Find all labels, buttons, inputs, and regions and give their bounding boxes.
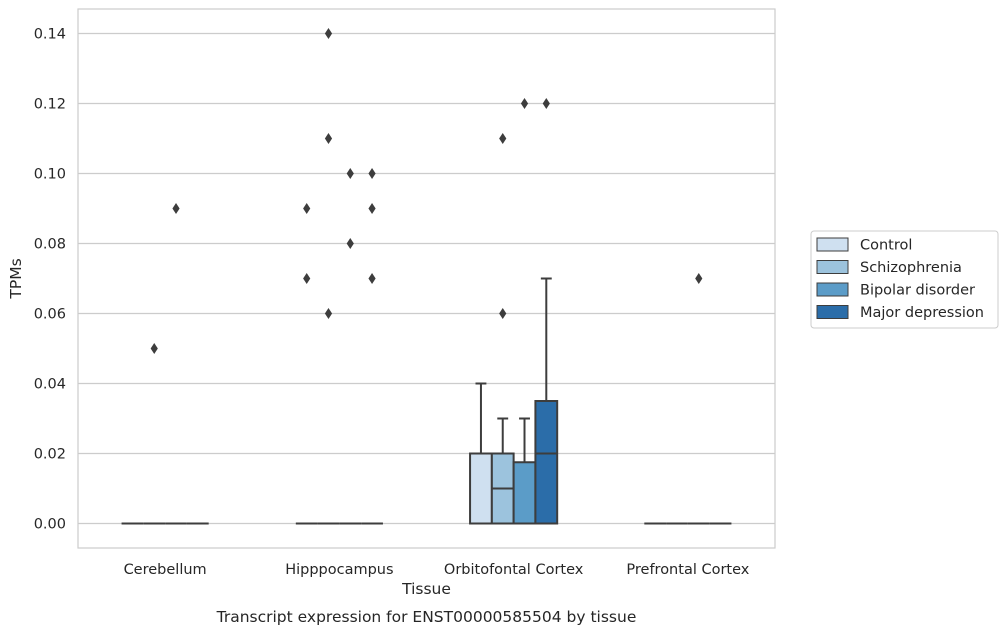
box-iqr — [469, 452, 493, 525]
outlier-point — [542, 98, 550, 109]
legend-label: Schizophrenia — [860, 260, 962, 276]
box — [317, 28, 340, 525]
box — [143, 343, 166, 525]
legend-swatch — [816, 260, 849, 274]
y-gridlines — [78, 32, 775, 525]
y-tick-label: 0.10 — [34, 167, 66, 183]
outlier-point — [368, 203, 376, 214]
outlier-point — [303, 203, 311, 214]
legend-label: Control — [860, 238, 912, 254]
outlier-point — [172, 203, 180, 214]
y-tick-label: 0.06 — [34, 307, 66, 323]
outlier-point — [346, 238, 354, 249]
outlier-point — [695, 273, 703, 284]
box — [361, 168, 383, 525]
y-tick-label: 0.12 — [34, 97, 66, 113]
box — [687, 273, 710, 525]
outlier-point — [346, 168, 354, 179]
x-tick-label: Cerebellum — [124, 562, 207, 578]
outlier-point — [499, 133, 507, 144]
box — [295, 203, 318, 525]
box — [490, 133, 515, 525]
outlier-point — [368, 273, 376, 284]
y-tick-label: 0.08 — [34, 237, 66, 253]
y-tick-label: 0.04 — [34, 377, 66, 393]
chart-caption: Transcript expression for ENST0000058550… — [216, 608, 637, 626]
box-iqr — [512, 461, 537, 525]
x-tick-label: Hipppocampus — [285, 562, 393, 578]
outlier-point — [303, 273, 311, 284]
outlier-point — [150, 343, 158, 354]
outlier-point — [324, 28, 333, 39]
plot-area — [78, 9, 775, 548]
legend-label: Major depression — [860, 305, 984, 321]
x-tick-label: Orbitofontal Cortex — [444, 562, 584, 578]
box-iqr — [534, 400, 559, 525]
legend-swatch — [816, 282, 849, 297]
box — [339, 168, 362, 525]
box — [534, 98, 559, 525]
outlier-point — [324, 308, 333, 319]
series-major-depression — [186, 98, 732, 525]
legend-label: Bipolar disorder — [860, 283, 975, 299]
box-series — [121, 28, 732, 525]
y-tick-label: 0.14 — [34, 27, 66, 43]
box — [165, 203, 187, 525]
y-tick-label: 0.02 — [34, 447, 66, 463]
x-tick-label: Prefrontal Cortex — [626, 562, 749, 578]
plot-frame — [77, 8, 776, 549]
series-schizophrenia — [143, 28, 688, 525]
y-axis-title: TPMs — [7, 258, 25, 299]
legend-swatch — [816, 305, 849, 319]
legend-frame — [810, 230, 999, 329]
x-tick-labels: Cerebellum Hipppocampus Orbitofontal Corte… — [124, 562, 750, 578]
outlier-point — [520, 98, 529, 109]
outlier-point — [368, 168, 376, 179]
outlier-point — [324, 133, 333, 144]
legend: Control Schizophrenia Bipolar disorder Majo… — [810, 230, 999, 329]
y-tick-label: 0.00 — [34, 517, 66, 533]
x-axis-title: Tissue — [401, 580, 451, 598]
legend-swatch — [816, 237, 849, 252]
y-tick-labels: 0.00 0.02 0.04 0.06 0.08 0.10 0.12 0.14 — [34, 27, 66, 533]
outlier-point — [499, 308, 507, 319]
